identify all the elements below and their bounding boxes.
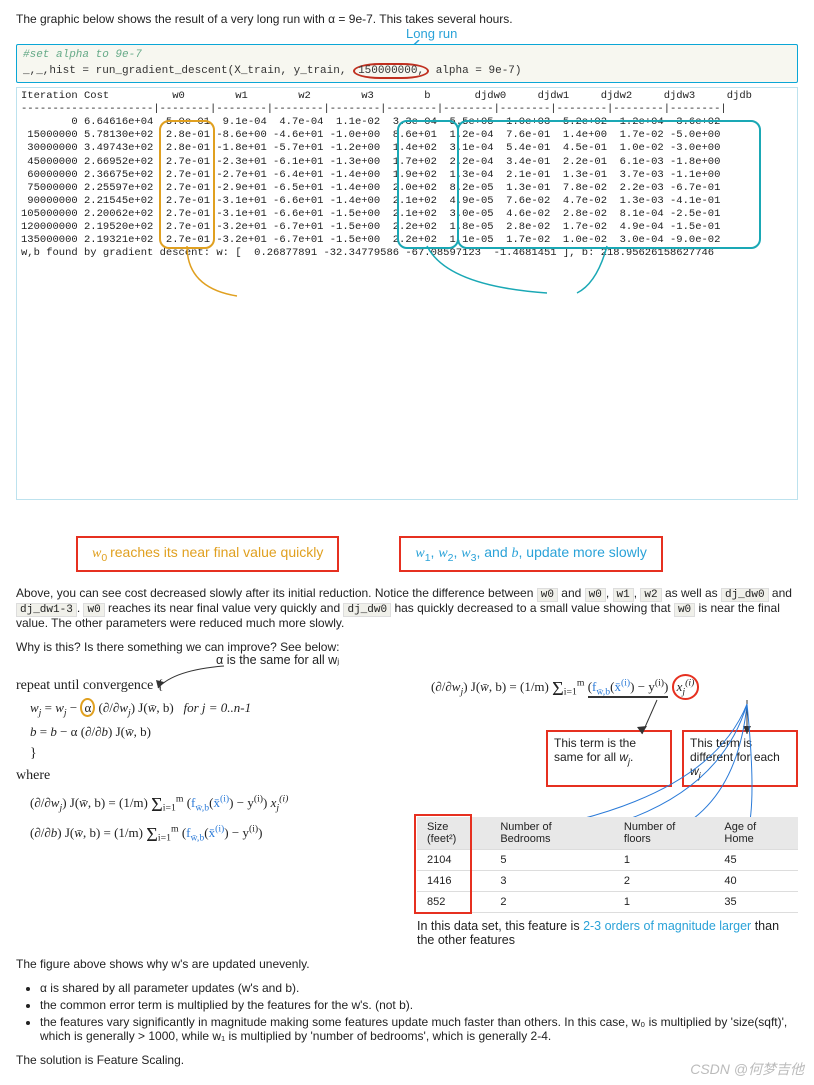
note-same: This term is the same for all wj.	[546, 730, 672, 786]
code-w0d: w0	[674, 603, 695, 617]
table-header-row: Size (feet²) Number of Bedrooms Number o…	[417, 817, 798, 850]
long-run-label: Long run	[406, 26, 457, 41]
w123b-highlight	[397, 120, 459, 249]
eq-right: (∂/∂wj) J(w̄, b) = (1/m) Σi=1m (fw̄,b(x̄…	[431, 674, 798, 701]
bullet: the features vary significantly in magni…	[40, 1015, 798, 1043]
bullet: the common error term is multiplied by t…	[40, 998, 798, 1012]
where: where	[16, 768, 397, 784]
td: 1	[614, 891, 715, 912]
alpha-note: α is the same for all wⱼ	[216, 652, 339, 667]
eq-wj: wj = wj − α (∂/∂wj) J(w̄, b) for j = 0..…	[30, 700, 397, 719]
iters-oval: 150000000,	[353, 63, 429, 79]
td: 2	[614, 870, 715, 891]
th-bedrooms: Number of Bedrooms	[490, 817, 614, 850]
code-djdw13: dj_dw1-3	[16, 603, 77, 617]
code-call: _,_,hist = run_gradient_descent(X_train,…	[23, 63, 791, 79]
code-box: #set alpha to 9e-7 _,_,hist = run_gradie…	[16, 44, 798, 83]
td: 40	[714, 870, 798, 891]
p1c: as well as	[665, 586, 721, 600]
bt-blue: 2-3 orders of magnitude larger	[583, 919, 751, 933]
code-w0b: w0	[585, 588, 606, 602]
code-djdw0: dj_dw0	[721, 588, 769, 602]
algorithm-block: α is the same for all wⱼ repeat until co…	[16, 664, 397, 947]
callout-w0: w0 reaches its near final value quickly	[76, 536, 339, 572]
code-w0: w0	[537, 588, 558, 602]
math-columns: α is the same for all wⱼ repeat until co…	[16, 664, 798, 947]
code-w2: w2	[640, 588, 661, 602]
below-table-note: In this data set, this feature is 2-3 or…	[417, 919, 798, 947]
td: 45	[714, 849, 798, 870]
p1e: reaches its near final value very quickl…	[108, 601, 343, 615]
feature-table: Size (feet²) Number of Bedrooms Number o…	[417, 817, 798, 913]
alpha-note-text: α is the same for all wⱼ	[216, 653, 339, 667]
repeat-line: repeat until convergence {	[16, 678, 397, 694]
callout-right-text: , update more slowly	[519, 544, 647, 560]
th-age: Age of Home	[714, 817, 798, 850]
table-row: 852 2 1 35	[417, 891, 798, 912]
eq-b: b = b − α (∂/∂b) J(w̄, b)	[30, 724, 397, 740]
watermark: CSDN @何梦吉他	[690, 1059, 804, 1079]
td: 3	[490, 870, 614, 891]
callouts: w0 reaches its near final value quickly …	[16, 536, 798, 572]
size-column-red-box	[414, 814, 472, 914]
td: 2	[490, 891, 614, 912]
console-output: Iteration Cost w0 w1 w2 w3 b djdw0 djdw1…	[16, 87, 798, 500]
th-floors: Number of floors	[614, 817, 715, 850]
eq-db: (∂/∂b) J(w̄, b) = (1/m) Σi=1m (fw̄,b(x̄(…	[30, 820, 397, 844]
callout-w123b: w1, w2, w3, and b, update more slowly	[399, 536, 663, 572]
brace-close: }	[30, 746, 397, 762]
why-line: Why is this? Is there something we can i…	[16, 640, 798, 654]
td: 1	[614, 849, 715, 870]
bullet: α is shared by all parameter updates (w'…	[40, 981, 798, 995]
code-call-pre: _,_,hist = run_gradient_descent(X_train,…	[23, 65, 346, 77]
p1a: Above, you can see cost decreased slowly…	[16, 586, 537, 600]
w0-highlight	[159, 120, 215, 249]
solution-line: The solution is Feature Scaling.	[16, 1053, 798, 1067]
table-row: 2104 5 1 45	[417, 849, 798, 870]
derivative-annotated: (∂/∂wj) J(w̄, b) = (1/m) Σi=1m (fw̄,b(x̄…	[417, 664, 798, 947]
callout-w0-text: reaches its near final value quickly	[110, 544, 323, 560]
td: 35	[714, 891, 798, 912]
note-diff: This term is different for each wj	[682, 730, 798, 786]
p1d: and	[772, 586, 792, 600]
djdw-highlight	[457, 120, 761, 249]
code-w1: w1	[613, 588, 634, 602]
bullet-list: α is shared by all parameter updates (w'…	[40, 981, 798, 1043]
explain-paragraph: Above, you can see cost decreased slowly…	[16, 586, 798, 630]
code-w0c: w0	[83, 603, 104, 617]
p1b: and	[561, 586, 584, 600]
code-comment: #set alpha to 9e-7	[23, 48, 791, 63]
table-row: 1416 3 2 40	[417, 870, 798, 891]
code-djdw0b: dj_dw0	[343, 603, 391, 617]
p1f: has quickly decreased to a small value s…	[394, 601, 674, 615]
intro-text: The graphic below shows the result of a …	[16, 12, 798, 26]
eq-dw: (∂/∂wj) J(w̄, b) = (1/m) Σi=1m (fw̄,b(x̄…	[30, 790, 397, 814]
td: 5	[490, 849, 614, 870]
explain-intro: The figure above shows why w's are updat…	[16, 957, 798, 971]
code-call-post: alpha = 9e-7)	[436, 65, 522, 77]
bt-a: In this data set, this feature is	[417, 919, 583, 933]
